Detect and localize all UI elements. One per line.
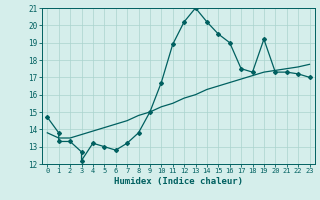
X-axis label: Humidex (Indice chaleur): Humidex (Indice chaleur): [114, 177, 243, 186]
